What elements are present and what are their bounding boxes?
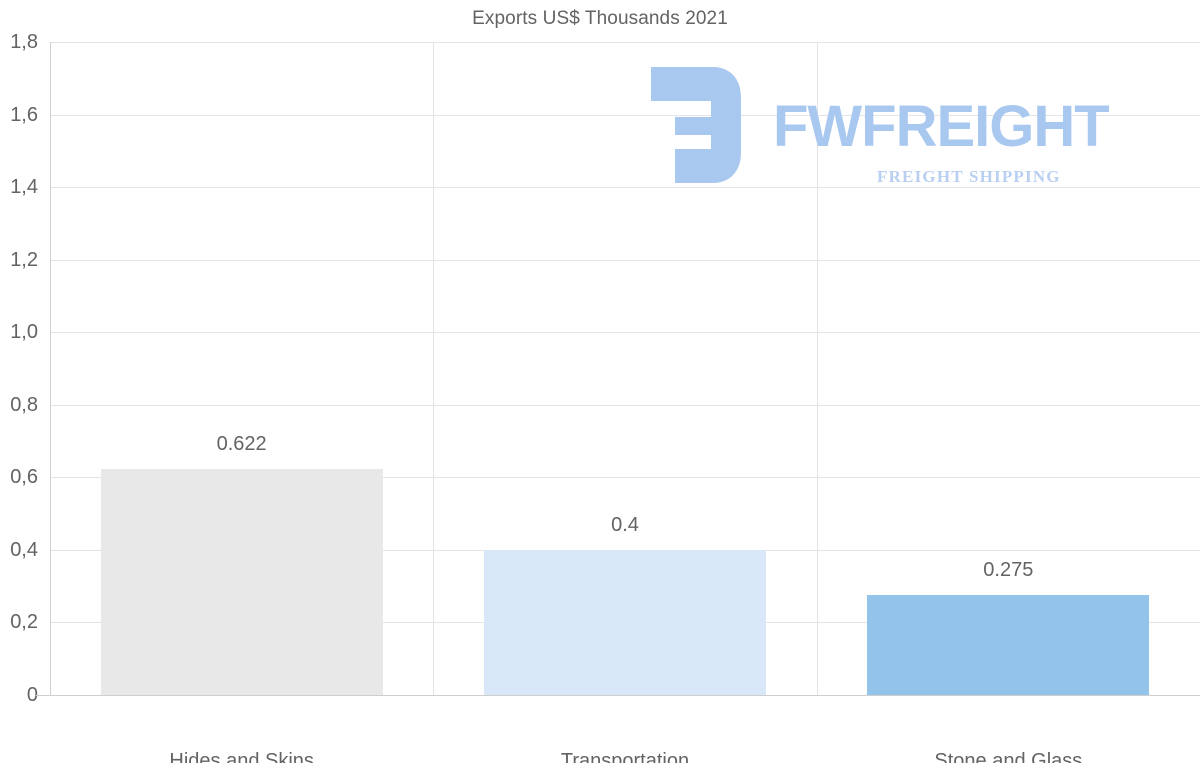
- y-axis-tick-label: 0,4: [10, 538, 38, 561]
- gridline-horizontal: [50, 42, 1200, 43]
- gridline-horizontal: [50, 187, 1200, 189]
- gridline-vertical: [433, 42, 434, 695]
- gridline-horizontal: [50, 477, 1200, 479]
- y-axis-line: [50, 42, 51, 696]
- y-axis-tick-label: 0,2: [10, 611, 38, 634]
- y-axis-tick-label: 1,8: [10, 31, 38, 53]
- bar-2[interactable]: [484, 549, 766, 695]
- bar-1[interactable]: [100, 469, 383, 695]
- y-axis-tick-label: 1,0: [10, 321, 38, 344]
- gridline-horizontal: [50, 332, 1200, 334]
- x-axis-category-label: Transportation: [560, 750, 690, 763]
- gridline-horizontal: [50, 404, 1200, 406]
- gridline-horizontal: [50, 259, 1200, 261]
- plot-area: 1,8 1,6 1,4 1,2 1,0 0,8 0,6 0,4 0,2 0 0.622 Hides a…: [10, 32, 1200, 763]
- y-axis-tick-label: 1,2: [10, 248, 38, 271]
- bar-value-label: 0.622: [216, 433, 267, 456]
- bar-3[interactable]: [867, 595, 1150, 695]
- x-axis-category-label: Hides and Skins: [169, 750, 314, 763]
- bar-value-label: 0.4: [611, 513, 639, 536]
- bar-value-label: 0.275: [983, 559, 1034, 582]
- x-axis-category-label: Stone and Glass: [934, 750, 1083, 763]
- y-axis-tick-label: 0,8: [10, 393, 38, 416]
- x-axis-line: [36, 695, 1200, 696]
- y-axis-tick-label: 1,4: [10, 176, 38, 199]
- chart-title: Exports US$ Thousands 2021: [472, 8, 728, 29]
- y-axis-tick-label: 0,6: [10, 466, 38, 489]
- gridline-horizontal: [50, 114, 1200, 116]
- gridline-vertical: [817, 42, 818, 695]
- y-axis-tick-label: 0: [26, 684, 38, 706]
- y-axis-tick-label: 1,6: [10, 103, 38, 126]
